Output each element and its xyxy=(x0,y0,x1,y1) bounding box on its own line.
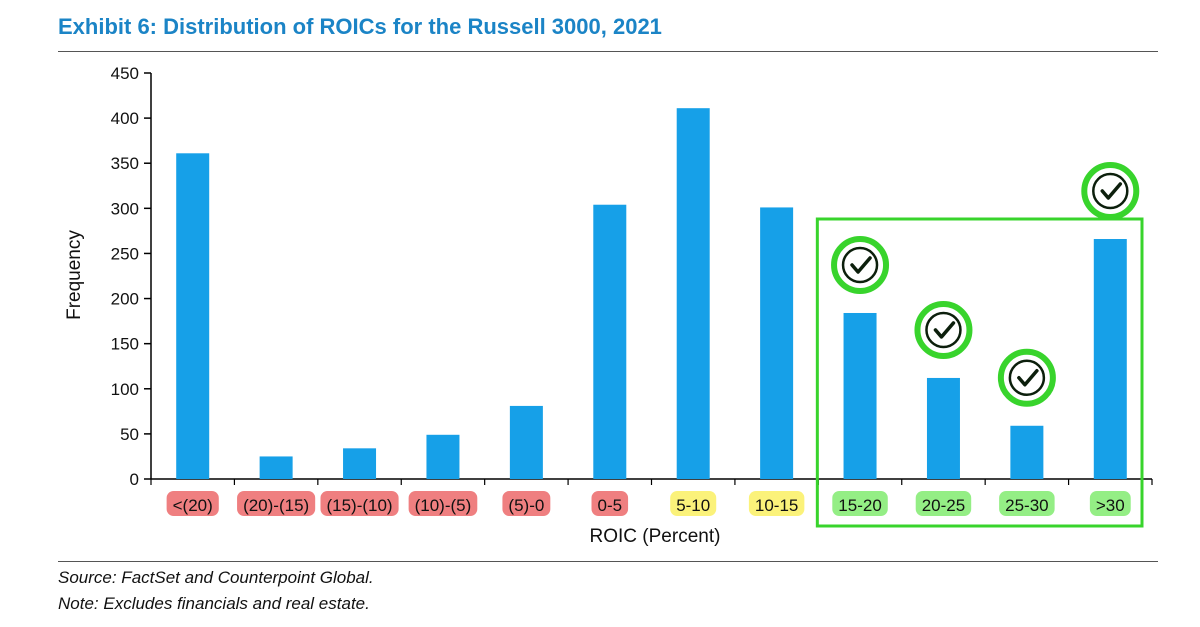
bar-(15)-(10) xyxy=(343,448,377,479)
highlight-box xyxy=(815,217,1144,528)
check-circle-icon xyxy=(997,348,1056,407)
x-tick-label-pill xyxy=(166,491,219,516)
y-tick-label: 150 xyxy=(111,335,139,354)
check-circle-icon xyxy=(831,235,890,294)
bar-5-10 xyxy=(676,108,710,479)
y-tick-label: 400 xyxy=(111,109,139,128)
y-tick-label: 100 xyxy=(111,380,139,399)
x-tick-label: <(20) xyxy=(173,496,213,515)
bar-0-5 xyxy=(593,204,627,480)
y-axis-label: Frequency xyxy=(64,230,85,320)
x-tick-label: 10-15 xyxy=(755,496,798,515)
notes-divider xyxy=(58,561,1158,562)
bar-10-15 xyxy=(760,207,794,480)
x-tick-label-group: (10)-(5) xyxy=(408,491,478,516)
x-tick-label-group: 10-15 xyxy=(748,491,805,516)
x-tick-label-pill xyxy=(748,491,805,516)
x-tick-label-pill xyxy=(999,491,1055,516)
y-tick-label: 50 xyxy=(120,425,139,444)
y-tick-label: 300 xyxy=(111,199,139,218)
x-tick-label-pill xyxy=(915,491,972,516)
x-tick-label: 5-10 xyxy=(676,496,710,515)
x-tick-label-group: <(20) xyxy=(166,491,219,516)
y-tick-label: 350 xyxy=(111,154,139,173)
x-tick-label-group: 25-30 xyxy=(999,491,1055,516)
check-circle-icon xyxy=(914,300,973,359)
x-tick-label: >30 xyxy=(1096,496,1125,515)
x-tick-label-group: (15)-(10) xyxy=(320,491,399,516)
bar->30 xyxy=(1093,239,1127,479)
x-tick-label: (15)-(10) xyxy=(326,496,392,515)
bar-20-25 xyxy=(926,377,960,479)
y-tick-label: 250 xyxy=(111,244,139,263)
x-tick-label: (20)-(15) xyxy=(243,496,309,515)
bar-(10)-(5) xyxy=(426,434,460,479)
bar-<(20) xyxy=(176,153,210,479)
x-tick-label-group: 15-20 xyxy=(832,491,888,516)
check-circle-icon xyxy=(1081,162,1140,221)
x-tick-label-group: >30 xyxy=(1089,491,1131,516)
x-tick-label: (5)-0 xyxy=(508,496,544,515)
x-tick-label-pill xyxy=(502,491,551,516)
x-tick-label: 20-25 xyxy=(922,496,965,515)
x-tick-label-pill xyxy=(591,491,629,516)
x-tick-label: 0-5 xyxy=(598,496,623,515)
x-tick-label-pill xyxy=(1089,491,1131,516)
y-tick-label: 200 xyxy=(111,290,139,309)
exclusion-note: Note: Excludes financials and real estat… xyxy=(58,594,370,613)
x-tick-label-group: 5-10 xyxy=(670,491,717,516)
source-note: Source: FactSet and Counterpoint Global. xyxy=(58,568,374,587)
x-tick-label-pill xyxy=(670,491,717,516)
y-tick-label: 0 xyxy=(130,470,139,489)
bar-series xyxy=(176,108,1127,480)
x-tick-label-group: (20)-(15) xyxy=(237,491,316,516)
x-tick-label: (10)-(5) xyxy=(415,496,472,515)
x-axis-label: ROIC (Percent) xyxy=(590,526,721,547)
y-axis: 0 50 100 150 200 250 300 350 400 450 xyxy=(111,64,1153,489)
bar-25-30 xyxy=(1010,425,1044,479)
x-tick-label-pill xyxy=(408,491,478,516)
x-tick-label: 15-20 xyxy=(838,496,881,515)
y-tick-label: 450 xyxy=(111,64,139,83)
title-divider xyxy=(58,51,1158,52)
checkmark-icons xyxy=(831,162,1140,407)
bar-15-20 xyxy=(843,312,877,479)
x-tick-label-group: 20-25 xyxy=(915,491,972,516)
x-tick-label-pill xyxy=(832,491,888,516)
x-tick-label-group: 0-5 xyxy=(591,491,629,516)
x-axis-tick-labels: <(20) (20)-(15) (15)-(10) (10)-(5) (5)-0 0-5 5… xyxy=(166,491,1131,516)
bar-(5)-0 xyxy=(509,405,543,479)
x-tick-label-group: (5)-0 xyxy=(502,491,551,516)
x-tick-label-pill xyxy=(237,491,316,516)
x-tick-label: 25-30 xyxy=(1005,496,1048,515)
highlight-group xyxy=(815,217,1144,528)
x-tick-label-pill xyxy=(320,491,399,516)
bar-(20)-(15) xyxy=(259,456,293,479)
chart-title: Exhibit 6: Distribution of ROICs for the… xyxy=(58,14,662,39)
